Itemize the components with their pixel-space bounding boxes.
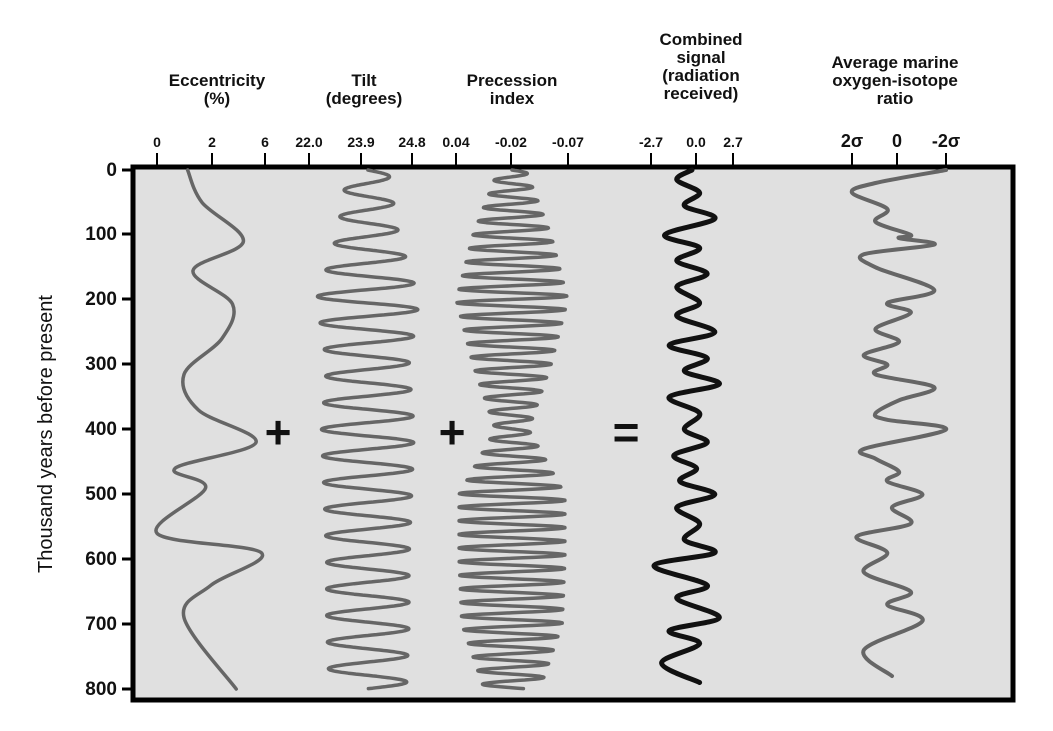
x-tick-label: 22.0 bbox=[295, 134, 322, 150]
x-tick-label: 2 bbox=[208, 134, 216, 150]
panel-title-line: (degrees) bbox=[326, 89, 403, 108]
panel-title-line: Eccentricity bbox=[169, 71, 266, 90]
x-tick-label: -2.7 bbox=[639, 134, 663, 150]
y-axis-label: Thousand years before present bbox=[35, 295, 57, 573]
x-tick-label: 0 bbox=[153, 134, 161, 150]
panel-title-line: Combined bbox=[659, 30, 742, 49]
panel-title-line: Tilt bbox=[351, 71, 377, 90]
panel-title-line: ratio bbox=[877, 89, 914, 108]
panel-oxygen-isotope: Average marine oxygen-isotope ratio 2σ 0… bbox=[832, 53, 960, 678]
panel-title-line: index bbox=[490, 89, 535, 108]
y-tick-label: 800 bbox=[85, 679, 117, 700]
combined-signal-curve bbox=[651, 167, 722, 685]
panel-title-line: (radiation bbox=[662, 66, 739, 85]
panel-eccentricity: Eccentricity (%) 0 2 6 bbox=[153, 71, 269, 691]
x-tick-label: 24.8 bbox=[398, 134, 425, 150]
x-tick-label: 6 bbox=[261, 134, 269, 150]
y-tick-label: 400 bbox=[85, 419, 117, 440]
panel-title-line: (%) bbox=[204, 89, 230, 108]
panel-combined-signal: Combined signal (radiation received) -2.… bbox=[639, 30, 743, 685]
y-tick-label: 700 bbox=[85, 614, 117, 635]
panel-title-line: signal bbox=[676, 48, 725, 67]
x-tick-label: -2σ bbox=[932, 131, 960, 151]
tilt-curve bbox=[315, 168, 420, 691]
precession-curve bbox=[455, 168, 569, 691]
x-tick-label: 23.9 bbox=[347, 134, 374, 150]
operator-plus-1: + bbox=[265, 406, 292, 458]
x-tick-label: -0.02 bbox=[495, 134, 527, 150]
panel-title-line: Precession bbox=[467, 71, 558, 90]
y-tick-label: 600 bbox=[85, 549, 117, 570]
panel-precession: Precession index 0.04 -0.02 -0.07 bbox=[442, 71, 584, 691]
x-tick-label: 0 bbox=[892, 131, 902, 151]
panel-title-line: oxygen-isotope bbox=[832, 71, 958, 90]
operator-plus-2: + bbox=[439, 406, 466, 458]
operator-equals: = bbox=[613, 406, 640, 458]
oxygen-isotope-curve bbox=[849, 168, 949, 678]
eccentricity-curve bbox=[154, 168, 265, 691]
x-tick-label: 0.04 bbox=[442, 134, 469, 150]
x-tick-label: 2.7 bbox=[723, 134, 743, 150]
y-tick-label: 200 bbox=[85, 289, 117, 310]
y-tick-label: 500 bbox=[85, 484, 117, 505]
x-tick-label: 0.0 bbox=[686, 134, 706, 150]
panel-title-line: received) bbox=[664, 84, 739, 103]
x-tick-label: 2σ bbox=[841, 131, 863, 151]
y-tick-label: 100 bbox=[85, 224, 117, 245]
y-tick-label: 0 bbox=[106, 160, 117, 181]
plot-area bbox=[130, 164, 1016, 703]
y-tick-label: 300 bbox=[85, 354, 117, 375]
y-axis: 0 100 200 300 400 500 600 700 800 bbox=[85, 160, 133, 700]
x-tick-label: -0.07 bbox=[552, 134, 584, 150]
panel-tilt: Tilt (degrees) 22.0 23.9 24.8 bbox=[295, 71, 426, 691]
panel-title-line: Average marine bbox=[832, 53, 959, 72]
